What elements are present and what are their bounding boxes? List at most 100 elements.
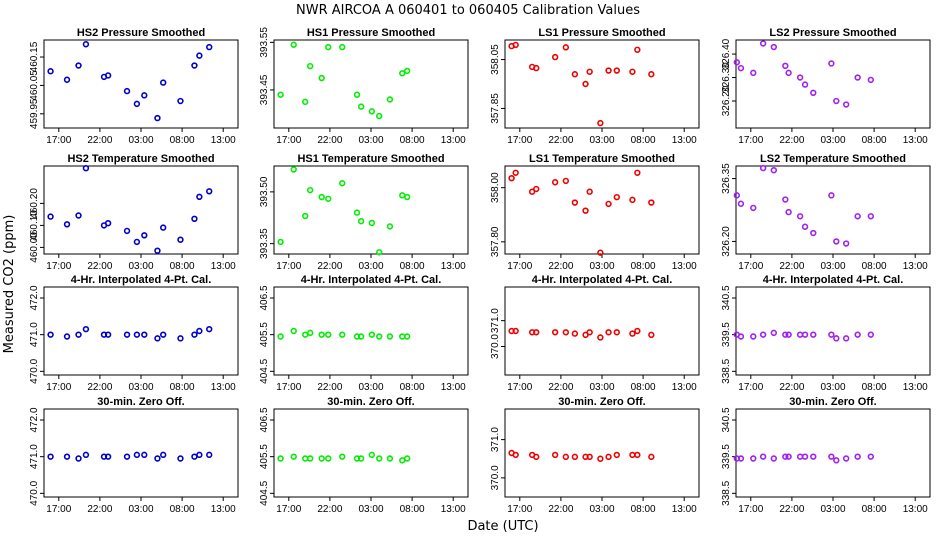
x-tick-label: 03:00	[358, 382, 383, 393]
panel-title: 4-Hr. Interpolated 4-Pt. Cal.	[71, 274, 212, 286]
plot-frame	[504, 39, 700, 129]
data-point	[634, 451, 641, 459]
y-tick-label: 340.5	[721, 285, 732, 310]
data-point	[785, 69, 792, 77]
data-point	[508, 174, 515, 182]
data-point	[403, 455, 411, 462]
data-point	[325, 455, 332, 462]
y-tick-label: 371.0	[490, 308, 501, 333]
x-tick-label: 03:00	[820, 261, 845, 272]
data-point	[801, 453, 809, 460]
data-point	[191, 62, 198, 69]
data-point	[562, 329, 570, 336]
x-tick-label: 17:00	[46, 504, 71, 515]
x-tick-label: 13:00	[211, 382, 236, 393]
data-point	[123, 453, 131, 460]
data-point	[123, 87, 131, 95]
panel-title: HS1 Pressure Smoothed	[307, 27, 435, 39]
chart-panel: HS1 Temperature Smoothed 17:00 22:00 03:00 0…	[259, 153, 469, 272]
x-tick-label: 17:00	[507, 382, 532, 393]
y-tick-label: 471.0	[29, 322, 40, 347]
y-tick-label: 459.95	[29, 98, 40, 129]
x-tick-label: 22:00	[779, 135, 804, 146]
y-tick-label: 326.40	[721, 38, 732, 69]
plot-frame	[273, 165, 469, 255]
data-point	[191, 453, 198, 460]
data-point	[842, 455, 850, 462]
y-tick-label: 338.5	[721, 358, 732, 383]
data-point	[810, 89, 817, 97]
data-point	[750, 204, 757, 212]
data-point	[290, 166, 297, 173]
data-point	[842, 240, 850, 247]
data-point	[533, 453, 540, 461]
y-tick-label: 404.5	[259, 358, 270, 383]
y-tick-label: 405.5	[259, 444, 270, 469]
data-point	[562, 177, 570, 185]
data-point	[785, 453, 792, 460]
data-point	[154, 335, 161, 342]
x-tick-label: 13:00	[672, 382, 697, 393]
x-tick-label: 08:00	[631, 261, 656, 272]
data-point	[47, 453, 54, 460]
x-tick-label: 22:00	[548, 382, 573, 393]
data-point	[206, 451, 213, 459]
x-tick-label: 13:00	[441, 504, 466, 515]
x-tick-label: 13:00	[672, 135, 697, 146]
y-tick-label: 393.50	[259, 176, 270, 207]
data-point	[571, 330, 579, 337]
chart-panel: 30-min. Zero Off. 17:00 22:00 03:00 08:00 13:…	[29, 396, 239, 515]
data-point	[191, 215, 198, 223]
data-point	[82, 451, 90, 459]
data-point	[648, 331, 655, 339]
panel-title: 4-Hr. Interpolated 4-Pt. Cal.	[532, 274, 673, 286]
x-tick-label: 22:00	[87, 504, 112, 515]
chart-panel: LS1 Pressure Smoothed 17:00 22:00 03:00 08:0…	[490, 27, 700, 146]
data-point	[796, 453, 804, 460]
chart-panel: HS2 Temperature Smoothed 17:00 22:00 03:00 0…	[29, 153, 239, 272]
x-tick-label: 08:00	[631, 135, 656, 146]
data-point	[133, 331, 141, 338]
data-point	[782, 196, 789, 203]
panel-title: 30-min. Zero Off.	[558, 396, 645, 408]
x-tick-label: 22:00	[317, 382, 342, 393]
data-point	[842, 101, 850, 108]
chart-panel: LS1 Temperature Smoothed 17:00 22:00 03:00 0…	[490, 153, 700, 272]
data-point	[191, 331, 198, 338]
data-point	[597, 249, 604, 256]
x-tick-label: 13:00	[903, 382, 928, 393]
data-point	[796, 331, 804, 338]
data-point	[854, 331, 861, 338]
y-tick-label: 472.0	[29, 407, 40, 432]
panel-grid: HS2 Pressure Smoothed 17:00 22:00 03:00 08:0…	[29, 27, 931, 515]
plot-frame	[273, 39, 469, 129]
x-tick-label: 13:00	[903, 135, 928, 146]
data-point	[63, 76, 71, 83]
data-point	[833, 97, 840, 105]
x-tick-label: 17:00	[276, 135, 301, 146]
data-point	[597, 119, 604, 127]
data-point	[206, 188, 213, 195]
data-point	[302, 212, 309, 220]
x-tick-label: 08:00	[862, 382, 887, 393]
y-tick-label: 393.45	[259, 74, 270, 105]
data-point	[512, 451, 519, 459]
panel-title: 4-Hr. Interpolated 4-Pt. Cal.	[301, 274, 442, 286]
data-point	[571, 199, 579, 206]
x-tick-label: 17:00	[507, 504, 532, 515]
data-point	[770, 329, 778, 337]
x-tick-label: 17:00	[738, 135, 763, 146]
data-point	[318, 331, 325, 338]
data-point	[306, 329, 314, 337]
data-point	[810, 331, 817, 338]
x-tick-label: 03:00	[128, 261, 153, 272]
x-tick-label: 17:00	[276, 504, 301, 515]
y-tick-label: 358.05	[490, 44, 501, 75]
data-point	[302, 331, 309, 338]
data-point	[867, 213, 875, 220]
data-point	[512, 41, 519, 49]
data-point	[854, 453, 861, 460]
data-point	[196, 327, 203, 335]
data-point	[177, 236, 184, 243]
panel-title: LS1 Pressure Smoothed	[538, 27, 665, 39]
